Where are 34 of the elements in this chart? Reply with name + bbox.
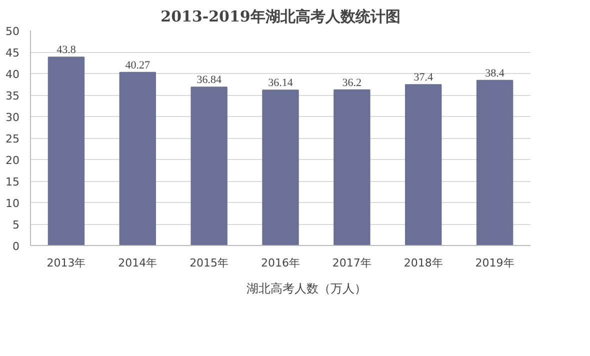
y-tick-label: 25 [6,132,20,146]
y-tick-label: 0 [12,240,20,253]
bar [334,89,370,246]
bar [190,86,228,246]
x-tick-label: 2014年 [118,256,158,270]
bar [476,80,514,246]
text: 湖北高考人数（万人） [246,280,366,298]
data-label: 40.27 [125,59,151,72]
y-tick-label: 45 [6,46,20,60]
x-tick-label: 2016年 [261,256,300,270]
bar [48,56,85,246]
bar [262,90,299,246]
data-label: 36.84 [196,74,222,86]
data-label: 38.4 [485,67,505,80]
y-tick-label: 20 [6,154,20,167]
data-label: 36.14 [268,77,294,90]
x-tick-label: 2015年 [190,256,229,270]
y-tick-label: 10 [6,197,20,210]
y-tick-label: 5 [12,218,20,232]
y-tick-label: 30 [6,111,20,124]
data-label: 43.8 [56,44,76,56]
x-tick-label: 2013年 [46,256,86,270]
y-tick-label: 35 [6,90,20,102]
x-tick-label: 2019年 [475,256,514,270]
x-tick-label: 2017年 [332,256,372,270]
bar [119,72,156,246]
y-tick-label: 15 [6,176,20,188]
y-tick-label: 50 [6,25,20,38]
y-tick-label: 40 [6,68,20,81]
x-tick-label: 2018年 [404,256,443,270]
chart-title: 2013-2019年湖北高考人数统计图 [160,8,400,26]
data-label: 37.4 [414,72,434,84]
bar [405,84,442,246]
data-label: 36.2 [342,76,362,89]
